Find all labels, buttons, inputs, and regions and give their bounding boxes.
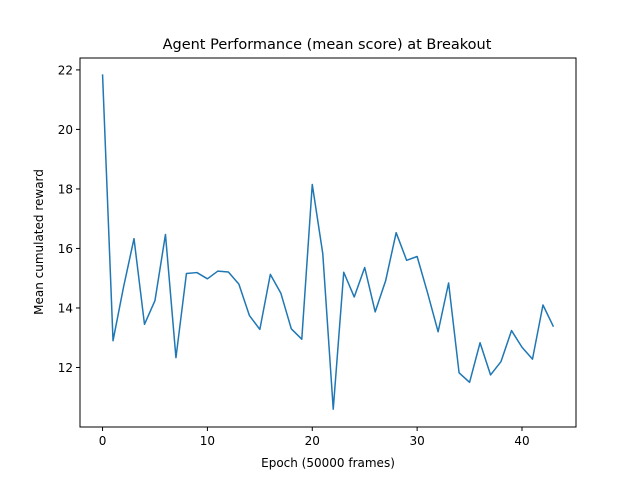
plot-frame <box>79 57 577 428</box>
series-line-0 <box>101 74 555 410</box>
x-axis-label: Epoch (50000 frames) <box>261 456 395 470</box>
y-tick-label: 12 <box>58 361 73 375</box>
x-tick-label: 20 <box>305 434 320 448</box>
y-tick-label: 22 <box>58 63 73 77</box>
x-tick-label: 10 <box>200 434 215 448</box>
y-tick-label: 16 <box>58 242 73 256</box>
x-tick-label: 30 <box>409 434 424 448</box>
plot-area <box>80 58 576 427</box>
series-layer <box>101 74 555 410</box>
x-axis-ticks: 0 10 20 30 40 <box>99 427 530 448</box>
y-tick-label: 18 <box>58 182 73 196</box>
chart-title: Agent Performance (mean score) at Breako… <box>163 37 492 53</box>
y-tick-label: 14 <box>58 301 73 315</box>
x-tick-label: 0 <box>99 434 107 448</box>
y-tick-label: 20 <box>58 123 73 137</box>
x-tick-label: 40 <box>514 434 529 448</box>
y-axis-label: Mean cumulated reward <box>32 169 46 315</box>
y-axis-ticks: 12 14 16 18 20 22 <box>58 63 80 375</box>
